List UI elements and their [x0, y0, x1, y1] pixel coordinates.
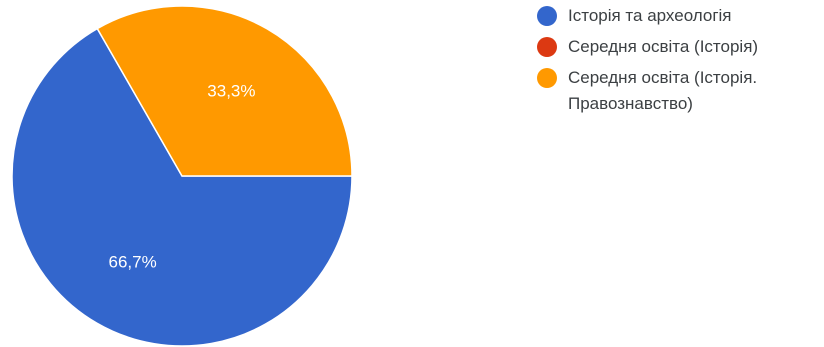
slice-label: 33,3% — [207, 82, 255, 101]
legend-label: Історія та археологія — [568, 6, 732, 25]
legend-item[interactable]: Середня освіта (Історія. Правознавство) — [537, 68, 822, 117]
pie-slice[interactable] — [11, 27, 353, 347]
legend-label: Середня освіта (Історія. Правознавство) — [568, 68, 758, 113]
pie-slice[interactable] — [96, 5, 353, 177]
legend-item[interactable]: Середня освіта (Історія) — [537, 37, 822, 60]
legend-swatch — [537, 68, 557, 88]
slice-label: 66,7% — [109, 252, 157, 271]
legend: Історія та археологія Середня освіта (Іс… — [537, 6, 822, 125]
legend-swatch — [537, 6, 557, 26]
legend-label: Середня освіта (Історія) — [568, 37, 759, 56]
pie-chart: 66,7% 33,3% — [11, 5, 353, 347]
legend-item[interactable]: Історія та археологія — [537, 6, 822, 29]
legend-swatch — [537, 37, 557, 57]
